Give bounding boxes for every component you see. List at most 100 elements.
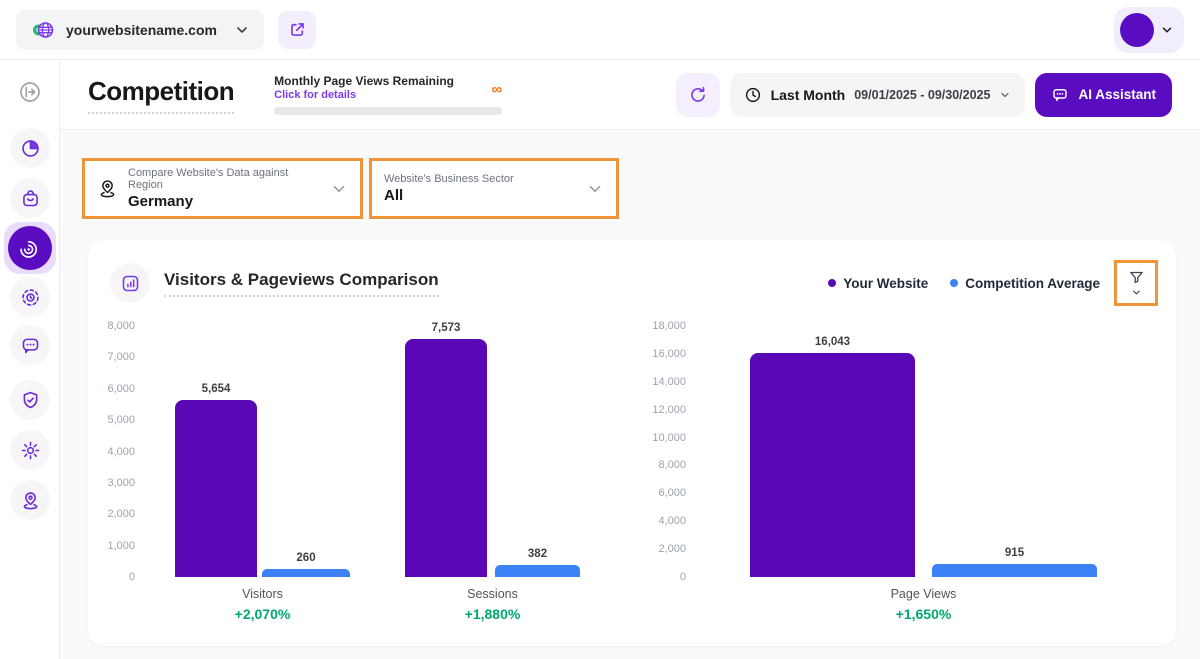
quota-progress-bar [274, 107, 503, 115]
sector-filter-dropdown[interactable]: Website's Business Sector All [369, 158, 619, 219]
sidebar-item-feedback[interactable] [10, 325, 50, 365]
quota-label: Monthly Page Views Remaining [274, 74, 454, 88]
shield-check-icon [20, 390, 41, 411]
refresh-icon [688, 85, 708, 105]
sidebar-item-competition[interactable] [4, 222, 56, 274]
legend-dot-blue [950, 279, 959, 287]
chat-feedback-icon [20, 335, 41, 356]
bar-your-website-sessions[interactable] [405, 339, 487, 577]
ai-assistant-button[interactable]: AI Assistant [1035, 72, 1172, 117]
category-label-visitors: Visitors [242, 587, 283, 601]
bar-chart-icon [110, 263, 150, 303]
bar-competition-page-views[interactable] [932, 564, 1097, 577]
sidebar-item-store[interactable] [10, 178, 50, 218]
location-pin-icon [97, 178, 118, 199]
location-pin-icon [20, 490, 41, 511]
right-axis-tick: 8,000 [658, 459, 686, 472]
region-filter-dropdown[interactable]: Compare Website's Data against Region Ge… [82, 158, 363, 219]
header-actions: Last Month 09/01/2025 - 09/30/2025 AI As… [675, 72, 1172, 117]
chart-canvas: 0 1,000 2,000 3,000 4,000 5,000 6,000 7,000 8,00… [88, 310, 1176, 640]
region-filter-label: Compare Website's Data against Region [128, 167, 289, 191]
avatar [1120, 12, 1154, 47]
left-axis-tick: 2,000 [107, 508, 135, 521]
left-axis-tick: 3,000 [107, 476, 135, 489]
collapse-sidebar-icon [18, 80, 42, 104]
delta-label-visitors: +2,070% [234, 606, 291, 622]
radar-competition-icon [19, 237, 41, 259]
sidebar-item-security[interactable] [10, 380, 50, 420]
legend-competition-average[interactable]: Competition Average [950, 276, 1100, 291]
chevron-down-icon [1131, 287, 1142, 298]
left-axis-tick: 8,000 [107, 320, 135, 332]
quota-widget: Monthly Page Views Remaining Click for d… [274, 74, 503, 115]
legend-your-website[interactable]: Your Website [828, 276, 928, 291]
external-link-icon [288, 20, 307, 39]
left-axis-tick: 6,000 [107, 382, 135, 395]
sidebar-item-locations[interactable] [10, 480, 50, 520]
right-axis-tick: 2,000 [658, 543, 686, 556]
delta-label-sessions: +1,880% [464, 606, 521, 622]
left-axis-tick: 0 [128, 571, 135, 583]
page-header: Competition Monthly Page Views Remaining… [60, 60, 1200, 130]
chart-filter-button[interactable] [1114, 260, 1158, 306]
right-axis-tick: 0 [679, 571, 686, 583]
topbar: yourwebsitename.com [0, 0, 1200, 60]
chat-bubble-icon [1051, 86, 1069, 104]
bar-competition-sessions[interactable] [495, 565, 580, 577]
chevron-down-icon [234, 22, 250, 38]
region-filter-value: Germany [128, 193, 194, 210]
clock-icon [744, 86, 762, 104]
sidebar-item-settings[interactable] [10, 430, 50, 470]
ai-assistant-label: AI Assistant [1078, 87, 1156, 102]
refresh-button[interactable] [675, 72, 720, 117]
main-content: Competition Monthly Page Views Remaining… [60, 60, 1200, 659]
sidebar-item-tracking[interactable] [10, 277, 50, 317]
date-range-picker[interactable]: Last Month 09/01/2025 - 09/30/2025 [729, 72, 1026, 117]
shopping-bag-icon [20, 188, 41, 209]
quota-details-link[interactable]: Click for details [274, 89, 357, 101]
left-axis-tick: 1,000 [107, 539, 135, 552]
site-selector[interactable]: yourwebsitename.com [16, 9, 264, 50]
bar-value-label: 7,573 [431, 322, 461, 335]
category-label-page-views: Page Views [890, 587, 957, 601]
bar-value-label: 5,654 [201, 382, 231, 395]
category-label-sessions: Sessions [467, 587, 518, 601]
delta-label-page-views: +1,650% [895, 606, 952, 622]
chart-legend: Your Website Competition Average [828, 276, 1100, 291]
funnel-filter-icon [1128, 269, 1145, 286]
chevron-down-icon [1160, 23, 1174, 37]
sidebar [0, 60, 60, 659]
legend-dot-purple [828, 279, 837, 287]
pie-chart-icon [20, 138, 41, 159]
infinity-icon: ∞ [491, 81, 503, 98]
chart-title: Visitors & Pageviews Comparison [164, 270, 439, 297]
chevron-down-icon [586, 180, 604, 198]
sidebar-item-collapse[interactable] [10, 72, 50, 112]
right-axis-tick: 18,000 [652, 320, 686, 332]
open-website-button[interactable] [278, 10, 316, 49]
date-range-value: 09/01/2025 - 09/30/2025 [854, 87, 991, 102]
right-axis-tick: 14,000 [652, 375, 686, 388]
sector-filter-label: Website's Business Sector [384, 173, 514, 185]
right-axis-tick: 6,000 [658, 487, 686, 500]
sector-filter-value: All [384, 187, 404, 204]
sidebar-item-dashboard[interactable] [10, 128, 50, 168]
chart-header: Visitors & Pageviews Comparison Your Web… [88, 240, 1176, 310]
left-axis-tick: 5,000 [107, 414, 135, 427]
chevron-down-icon [330, 180, 348, 198]
left-axis-tick: 4,000 [107, 445, 135, 458]
bar-your-website-page-views[interactable] [750, 353, 915, 577]
chevron-down-icon [999, 89, 1011, 101]
globe-icon [30, 17, 56, 43]
focus-tracking-icon [20, 287, 41, 308]
bar-competition-visitors[interactable] [262, 568, 350, 577]
bar-value-label: 382 [527, 548, 548, 560]
bar-value-label: 260 [296, 551, 316, 564]
bar-your-website-visitors[interactable] [175, 399, 257, 577]
bar-value-label: 16,043 [814, 336, 851, 349]
legend-competition-average-label: Competition Average [965, 275, 1100, 291]
right-axis-tick: 12,000 [652, 403, 686, 416]
gear-icon [20, 440, 41, 461]
account-menu[interactable] [1114, 6, 1184, 53]
